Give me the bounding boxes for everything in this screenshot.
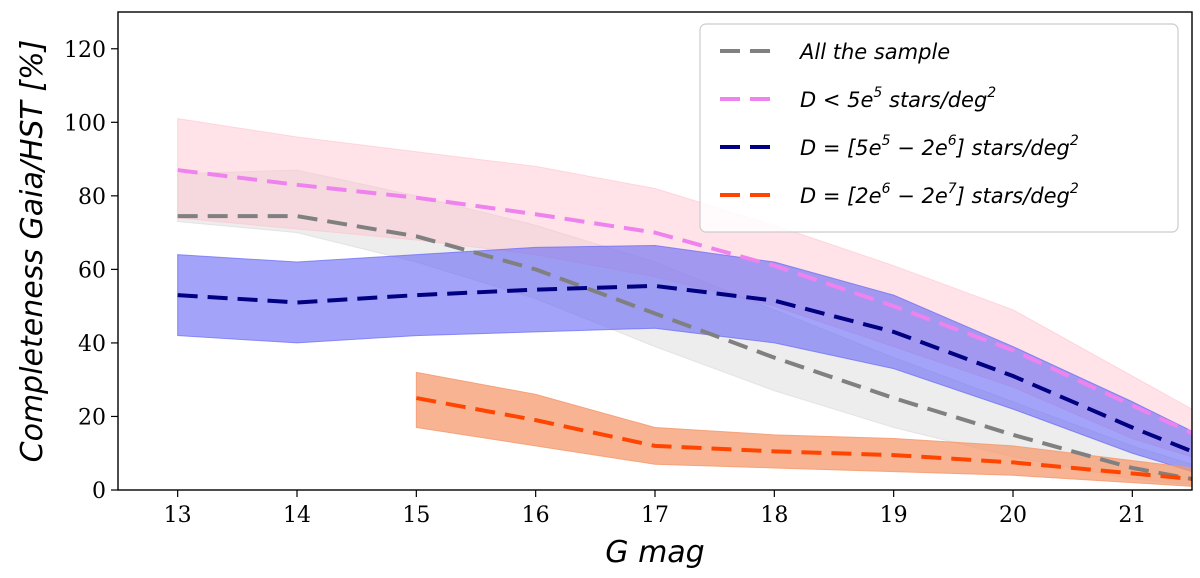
y-tick-label: 20	[78, 405, 106, 430]
series-lines	[177, 168, 1193, 481]
x-tick-label: 13	[164, 503, 192, 528]
legend: All the sample D < 5e5​ stars/deg2​ D = [5…	[699, 23, 1179, 233]
y-tick-label: 40	[78, 332, 106, 357]
y-axis-ticks: 0 20 40 60 80 100 120	[64, 38, 118, 504]
y-tick-label: 60	[78, 258, 106, 283]
x-tick-label: 17	[641, 503, 669, 528]
y-axis-label: Completeness Gaia/HST [%]	[15, 40, 50, 463]
x-axis-label: G mag	[605, 535, 704, 570]
x-tick-label: 18	[760, 503, 788, 528]
line-series-3	[177, 283, 1193, 454]
x-tick-label: 20	[999, 503, 1027, 528]
x-tick-label: 15	[402, 503, 430, 528]
legend-label-series-3: D = [5e5​ − 2e6​] stars/deg2​	[800, 133, 1079, 160]
line-series-2	[177, 168, 1193, 435]
x-tick-label: 14	[283, 503, 311, 528]
x-tick-label: 16	[522, 503, 550, 528]
y-tick-label: 0	[92, 479, 106, 504]
line-series-4	[415, 396, 1193, 481]
legend-label-series-4: D = [2e6​ − 2e7​] stars/deg2​	[800, 181, 1079, 208]
x-tick-label: 21	[1118, 503, 1146, 528]
x-axis-ticks: 13 14 15 16 17 18 19 20 21	[164, 490, 1146, 528]
y-tick-label: 120	[64, 38, 106, 63]
legend-box	[699, 23, 1179, 233]
x-tick-label: 19	[880, 503, 908, 528]
y-tick-label: 100	[64, 111, 106, 136]
line-series-1	[177, 214, 1193, 481]
y-tick-label: 80	[78, 185, 106, 210]
legend-label-series-2: D < 5e5​ stars/deg2​	[800, 85, 996, 112]
legend-label-series-1: All the sample	[798, 40, 950, 64]
